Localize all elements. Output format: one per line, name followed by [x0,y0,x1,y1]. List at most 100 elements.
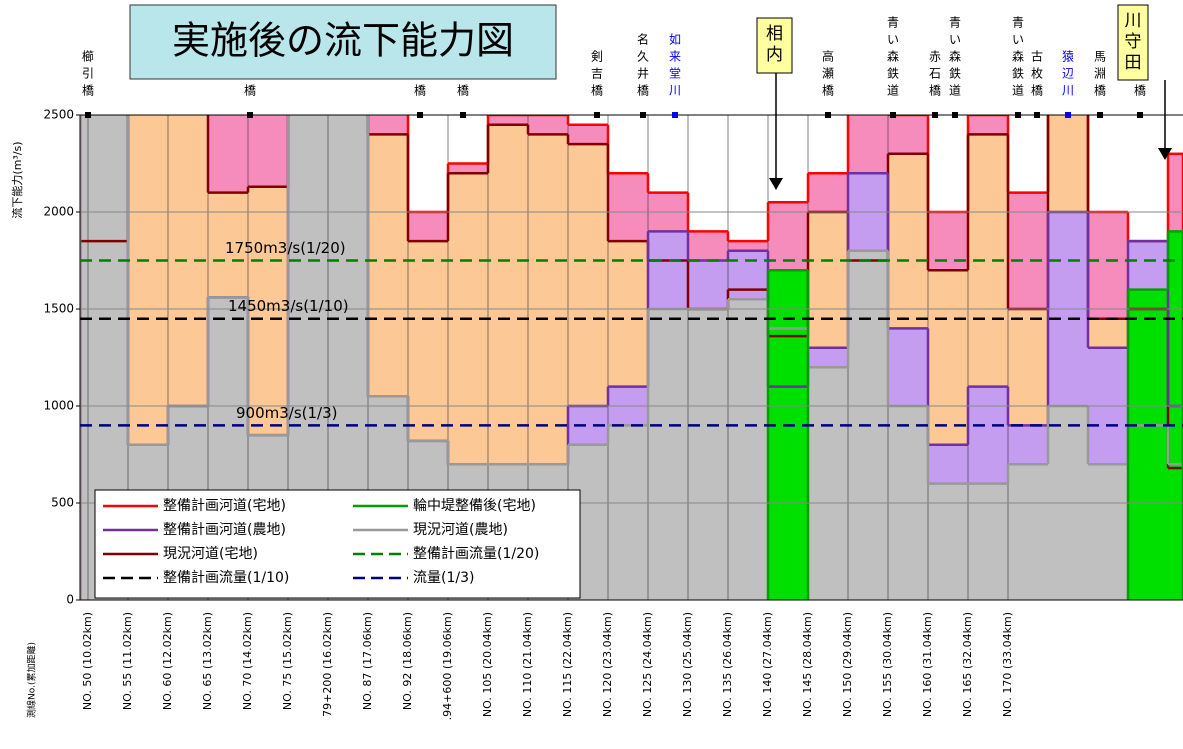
x-tick-label: NO. 115 (22.04km) [561,612,574,717]
bridge-marker [640,112,646,118]
area-step [808,367,848,600]
bridge-marker [594,112,600,118]
bridge-label: 橋 [822,84,834,98]
callout-arrowhead [769,178,783,190]
x-tick-label: NO. 65 (13.02km) [201,612,214,710]
reference-label: 1750m3/s(1/20) [225,239,346,257]
y-tick-label: 2500 [43,108,74,122]
bridge-label: い [887,33,899,47]
x-tick-label: NO. 170 (33.04km) [1001,612,1014,717]
bridge-label: 橋 [1134,84,1146,98]
legend-label: 整備計画流量(1/10) [163,570,289,586]
x-tick-label: NO. 140 (27.04km) [761,612,774,717]
y-axis-label: 流下能力(m³/s) [10,141,24,218]
title-box [129,4,557,80]
area-step [648,309,688,600]
bridge-label: 淵 [1094,67,1106,81]
bridge-label: 橋 [82,84,94,98]
x-tick-label: NO. 87 (17.06km) [361,612,374,710]
bridge-label: 剣 [591,50,603,64]
x-tick-label: NO. 155 (30.04km) [881,612,894,717]
bridge-marker [890,112,896,118]
bridge-label: 橋 [637,84,649,98]
bridge-label: 古 [1031,49,1043,64]
callout-arrowhead [1158,148,1172,160]
chart-title: 実施後の流下能力図 [172,19,514,63]
bridge-label: 赤 [929,50,941,64]
bridge-label: 枚 [1031,66,1043,81]
x-tick-label: NO. 125 (24.04km) [641,612,654,717]
x-tick-label: NO. 75 (15.02km) [281,612,294,710]
x-tick-label: NO. 70 (14.02km) [241,612,254,710]
x-tick-label: NO. 60 (12.02km) [161,612,174,710]
y-tick-label: 500 [51,496,74,510]
bridge-marker [1015,112,1021,118]
bridge-label: 橋 [1031,84,1043,98]
x-tick-label: 79+200 (16.02km) [321,612,334,717]
x-tick-label: NO. 150 (29.04km) [841,612,854,717]
bridge-label: 森 [887,49,899,64]
callout-box [756,17,793,74]
bridge-label: 橋 [591,84,603,98]
bridge-label: 堂 [669,67,681,81]
bridge-label: 川 [669,84,681,98]
bridge-label: 猿 [1062,49,1074,64]
x-tick-label: NO. 55 (11.02km) [121,612,134,710]
bridge-label: 石 [929,67,941,81]
area-step [1168,231,1183,600]
area-step [608,425,648,600]
callout-char: 田 [1125,53,1142,73]
bridge-label: 名 [637,32,649,47]
legend-label: 整備計画河道(宅地) [163,498,286,514]
bridge-label: 橋 [457,84,469,98]
x-tick-label: NO. 130 (25.04km) [681,612,694,717]
area-step [1128,289,1168,600]
legend-label: 現況河道(農地) [413,522,508,538]
bridge-marker [1097,112,1103,118]
bridge-label: 吉 [591,67,603,81]
bridge-label: 引 [82,67,94,81]
bridge-label: 瀬 [822,67,834,81]
bridge-label: 青 [1012,16,1024,30]
bridge-label: 鉄 [949,66,961,81]
legend-box [94,489,581,599]
bridge-label: 森 [949,49,961,64]
bridge-label: 道 [887,84,899,98]
x-tick-label: NO. 160 (31.04km) [921,612,934,717]
x-tick-label: NO. 120 (23.04km) [601,612,614,717]
callout-char: 内 [766,45,783,65]
legend-label: 整備計画河道(農地) [163,522,286,538]
callout-char: 川 [1125,11,1142,31]
y-tick-label: 1500 [43,302,74,316]
bridge-label: 青 [949,16,961,30]
bridge-label: 道 [1012,84,1024,98]
legend-label: 整備計画流量(1/20) [413,546,539,562]
y-tick-label: 1000 [43,399,74,413]
bridge-label: 橋 [414,84,426,98]
bridge-label: 久 [637,50,649,64]
legend-label: 流量(1/3) [413,570,474,586]
bridge-label: 道 [949,84,961,98]
y-tick-label: 2000 [43,205,74,219]
area-step [688,309,728,600]
bridge-label: 井 [637,67,649,81]
bridge-marker [460,112,466,118]
reference-label: 1450m3/s(1/10) [228,297,349,315]
bridge-label: 川 [1062,84,1074,98]
x-tick-label: NO. 50 (10.02km) [81,612,94,710]
x-tick-label: NO. 105 (20.04km) [481,612,494,717]
bridge-label: 橋 [1094,84,1106,98]
bridge-label: 橋 [244,84,256,98]
bridge-label: 来 [669,50,681,64]
callout-box [1117,4,1149,81]
reference-label: 900m3/s(1/3) [236,404,338,422]
callout-char: 相 [766,24,783,44]
area-step [968,483,1008,600]
x-tick-label: NO. 145 (28.04km) [801,612,814,717]
legend-label: 現況河道(宅地) [163,546,258,562]
area-step [928,483,968,600]
bridge-label: 高 [822,49,834,64]
x-axis-label: 測線No.(累加距離) [26,642,38,718]
bridge-marker [1137,112,1143,118]
bridge-label: 馬 [1094,50,1106,64]
